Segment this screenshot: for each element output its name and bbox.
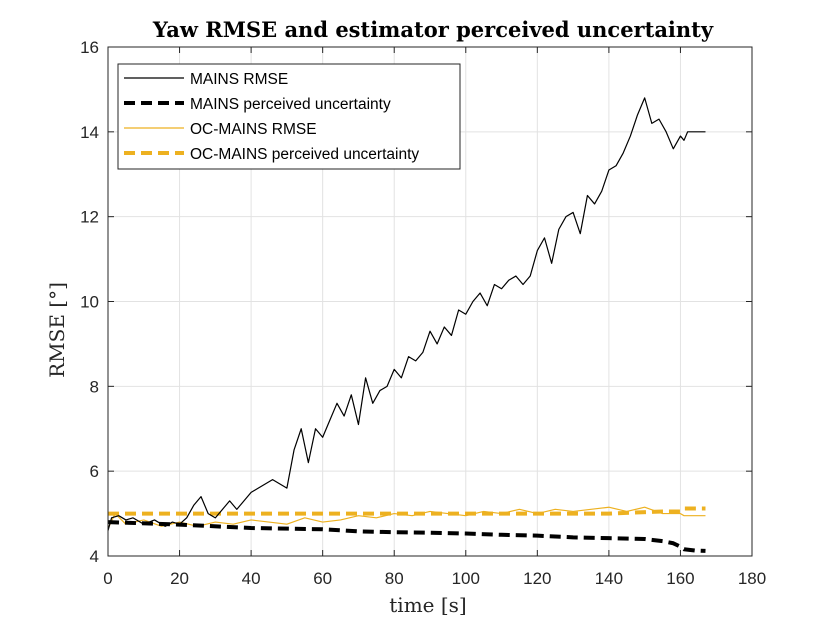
x-tick-label: 0 — [103, 569, 112, 588]
series-line-oc-mains-perceived-uncertainty — [108, 506, 706, 516]
x-tick-label: 160 — [666, 569, 694, 588]
y-tick-label: 14 — [80, 123, 99, 142]
x-tick-label: 20 — [170, 569, 189, 588]
x-tick-label: 140 — [595, 569, 623, 588]
legend-label: OC-MAINS RMSE — [190, 121, 317, 138]
x-tick-label: 60 — [313, 569, 332, 588]
y-tick-label: 12 — [80, 208, 99, 227]
y-tick-label: 10 — [80, 293, 99, 312]
axis-ticks: 0 20 40 60 80 100 120 140 160 180 4 6 8 10 12 14 16 — [80, 38, 766, 588]
series-line-mains-rmse — [107, 97, 706, 531]
y-axis-label: RMSE [°] — [45, 282, 69, 378]
legend-label: OC-MAINS perceived uncertainty — [190, 146, 419, 163]
x-axis-label: time [s] — [389, 593, 466, 617]
y-tick-label: 8 — [90, 377, 99, 396]
legend-label: MAINS perceived uncertainty — [190, 96, 391, 113]
legend-label: MAINS RMSE — [190, 71, 288, 88]
x-tick-label: 120 — [523, 569, 551, 588]
chart-title: Yaw RMSE and estimator perceived uncerta… — [152, 17, 714, 42]
series-line-mains-perceived-uncertainty — [107, 520, 706, 553]
legend: MAINS RMSE MAINS perceived uncertainty OC-… — [117, 63, 461, 170]
x-tick-label: 40 — [242, 569, 261, 588]
x-tick-label: 180 — [738, 569, 766, 588]
y-tick-label: 16 — [80, 38, 99, 57]
plot-area — [107, 97, 706, 553]
x-tick-label: 80 — [385, 569, 404, 588]
y-tick-label: 4 — [90, 547, 99, 566]
x-tick-label: 100 — [452, 569, 480, 588]
y-tick-label: 6 — [90, 462, 99, 481]
